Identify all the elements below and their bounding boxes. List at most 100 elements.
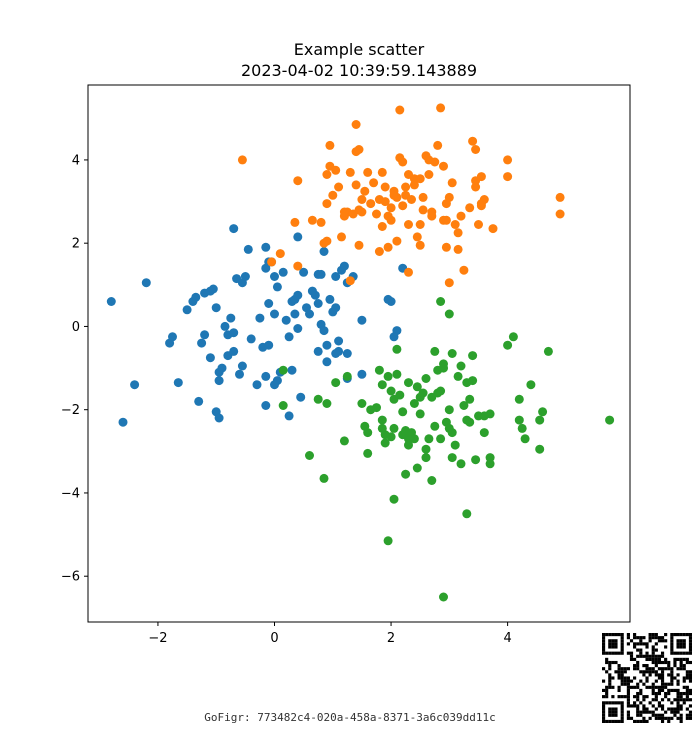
scatter-point-s0-68	[305, 309, 314, 319]
scatter-point-s2-20	[383, 536, 393, 546]
scatter-point-s1-46	[392, 236, 402, 246]
scatter-point-s0-2	[118, 417, 128, 427]
scatter-point-s2-9	[357, 399, 367, 408]
scatter-point-s1-3	[290, 217, 300, 227]
scatter-point-s0-93	[357, 369, 367, 379]
scatter-point-s2-30	[398, 407, 408, 417]
scatter-point-s1-29	[360, 186, 370, 196]
scatter-point-s2-88	[535, 444, 545, 454]
scatter-point-s2-1	[278, 401, 288, 410]
scatter-point-s1-33	[372, 209, 381, 219]
scatter-point-s0-60	[290, 309, 300, 319]
scatter-point-s1-90	[471, 145, 481, 154]
scatter-point-s0-17	[211, 303, 221, 313]
scatter-point-s2-39	[412, 382, 422, 392]
scatter-point-s2-17	[377, 380, 387, 390]
scatter-point-s1-22	[351, 120, 361, 129]
scatter-point-s2-67	[459, 401, 469, 410]
scatter-point-s2-11	[363, 428, 373, 438]
scatter-point-s0-9	[191, 292, 201, 302]
scatter-point-s2-28	[392, 369, 402, 379]
scatter-point-s1-63	[418, 192, 428, 202]
scatter-point-s2-57	[439, 592, 448, 602]
gofigr-id-text: GoFigr: 773482c4-020a-458a-8371-3a6c039d…	[204, 711, 496, 724]
scatter-point-s2-49	[430, 346, 440, 356]
scatter-point-s0-81	[331, 303, 341, 313]
scatter-point-s2-2	[305, 451, 314, 460]
scatter-point-s2-50	[430, 421, 440, 431]
scatter-point-s0-55	[284, 332, 294, 342]
scatter-point-s2-5	[322, 399, 332, 408]
scatter-point-s1-57	[409, 180, 419, 190]
scatter-point-s1-56	[407, 195, 416, 204]
scatter-point-s0-44	[270, 309, 279, 319]
scatter-point-s0-57	[284, 411, 294, 421]
scatter-point-s0-62	[293, 290, 303, 300]
scatter-point-s2-89	[535, 415, 545, 425]
y-tick-label-2: −2	[61, 403, 80, 418]
scatter-point-s1-39	[380, 182, 390, 192]
scatter-point-s2-70	[465, 394, 475, 404]
scatter-point-s1-26	[354, 240, 364, 250]
x-axis: −2 0 2 4	[148, 622, 512, 646]
scatter-point-s2-87	[526, 380, 536, 390]
scatter-point-s2-18	[380, 438, 390, 448]
scatter-point-s0-12	[197, 338, 207, 348]
scatter-point-s2-93	[436, 297, 446, 306]
qr-code[interactable]	[602, 633, 692, 723]
scatter-point-s0-11	[200, 330, 210, 340]
scatter-point-s2-4	[319, 473, 329, 483]
scatter-point-s2-91	[543, 346, 553, 356]
scatter-point-s1-21	[351, 180, 361, 190]
scatter-point-s2-37	[409, 399, 419, 408]
scatter-point-s2-90	[538, 407, 548, 417]
scatter-point-s0-38	[255, 313, 265, 323]
scatter-point-s0-99	[331, 349, 341, 358]
scatter-point-s2-22	[386, 432, 396, 442]
scatter-point-s2-48	[427, 476, 437, 485]
scatter-point-s2-64	[453, 371, 463, 381]
scatter-point-s1-27	[357, 207, 367, 217]
data-points	[106, 103, 615, 602]
scatter-point-s0-47	[270, 380, 279, 390]
scatter-point-s1-95	[488, 224, 498, 234]
x-tick-label-3: 4	[503, 631, 511, 646]
scatter-point-s2-86	[520, 434, 530, 444]
scatter-point-s1-88	[471, 182, 481, 192]
scatter-point-s1-79	[444, 278, 454, 288]
scatter-point-s0-79	[325, 294, 335, 304]
scatter-point-s2-62	[447, 453, 457, 463]
scatter-point-s1-10	[322, 170, 332, 179]
y-tick-label-1: −4	[61, 486, 80, 501]
scatter-point-s2-73	[468, 351, 478, 361]
scatter-point-s0-31	[237, 278, 247, 288]
scatter-point-s1-6	[307, 215, 317, 225]
scatter-point-s0-66	[299, 267, 309, 277]
scatter-point-s1-83	[453, 244, 463, 254]
scatter-point-s2-24	[389, 423, 399, 433]
scatter-point-s1-7	[316, 217, 326, 227]
scatter-point-s0-35	[214, 413, 224, 423]
scatter-point-s0-26	[229, 346, 239, 356]
scatter-point-s2-59	[444, 405, 454, 415]
scatter-point-s0-0	[106, 297, 116, 306]
scatter-point-s1-32	[369, 178, 379, 188]
scatter-point-s0-82	[331, 272, 341, 281]
scatter-point-s1-14	[331, 165, 341, 175]
scatter-point-s2-15	[374, 365, 384, 375]
scatter-point-s1-103	[404, 267, 413, 277]
scatter-point-s0-29	[237, 361, 247, 371]
scatter-point-s2-32	[401, 469, 411, 479]
scatter-point-s1-47	[392, 192, 402, 202]
scatter-point-s0-24	[226, 313, 236, 323]
scatter-point-s0-32	[243, 244, 253, 254]
scatter-point-s0-86	[339, 261, 349, 271]
scatter-point-s0-70	[310, 290, 320, 300]
scatter-point-s0-64	[296, 392, 306, 402]
scatter-point-s1-24	[354, 145, 364, 154]
scatter-point-s1-102	[322, 236, 332, 246]
scatter-point-s1-98	[555, 192, 565, 202]
scatter-point-s1-9	[322, 199, 332, 209]
scatter-point-s2-97	[404, 434, 413, 444]
scatter-point-s2-40	[412, 463, 422, 473]
